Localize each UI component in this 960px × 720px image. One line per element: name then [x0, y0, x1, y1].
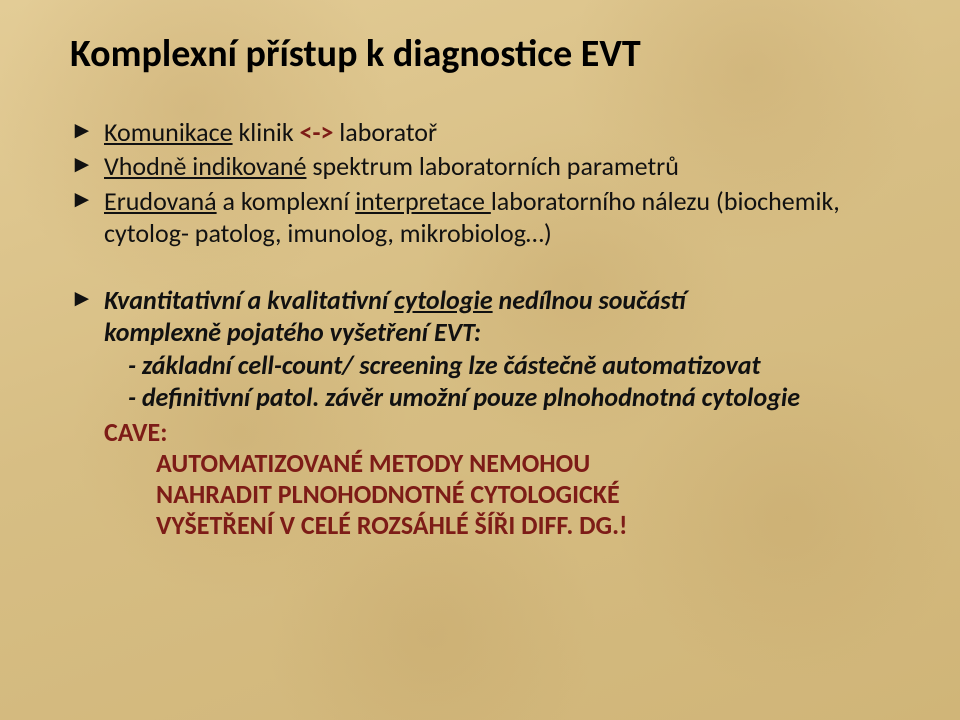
sub-item-1: - základní cell-count/ screening lze čás… [70, 349, 900, 382]
slide: Komplexní přístup k diagnostice EVT Komu… [0, 0, 960, 720]
cave-block: CAVE: AUTOMATIZOVANÉ METODY NEMOHOU NAHR… [70, 416, 900, 542]
page-title: Komplexní přístup k diagnostice EVT [70, 34, 900, 76]
sub-lead-post: nedílnou součástí [493, 284, 686, 316]
bullet-2-post: spektrum laboratorních parametrů [306, 150, 678, 182]
bullet-list-main: Komunikace klinik <-> laboratoř Vhodně i… [70, 116, 900, 250]
bullet-2-underline: Vhodně indikované [104, 150, 306, 182]
sub-section: Kvantitativní a kvalitativní cytologie n… [70, 284, 900, 542]
bullet-3-underline: Erudovaná [104, 185, 217, 217]
bullet-3: Erudovaná a komplexní interpretace labor… [70, 185, 900, 250]
bullet-3-post: a komplexní [217, 185, 356, 217]
sub-lead-underline: cytologie [394, 284, 492, 316]
bullet-1-post: laboratoř [333, 116, 437, 148]
bullet-1-underline: Komunikace [104, 116, 233, 148]
bullet-3-underline2: interpretace [355, 185, 491, 217]
sub-lead-line2: komplexně pojatého vyšetření EVT: [104, 316, 900, 349]
sub-lead: Kvantitativní a kvalitativní cytologie n… [70, 284, 900, 349]
sub-item-2: - definitivní patol. závěr umožní pouze … [70, 381, 900, 414]
cave-label: CAVE: [104, 416, 900, 448]
bullet-2: Vhodně indikované spektrum laboratorních… [70, 150, 900, 183]
sub-bullet-list: Kvantitativní a kvalitativní cytologie n… [70, 284, 900, 414]
bullet-1-mid: klinik [233, 116, 300, 148]
sub-lead-pre: Kvantitativní a kvalitativní [104, 284, 394, 316]
cave-line-1: AUTOMATIZOVANÉ METODY NEMOHOU [156, 448, 900, 479]
bullet-1-arrow: <-> [300, 116, 334, 148]
cave-line-2: NAHRADIT PLNOHODNOTNÉ CYTOLOGICKÉ [156, 479, 900, 510]
bullet-1: Komunikace klinik <-> laboratoř [70, 116, 900, 149]
cave-line-3: VYŠETŘENÍ V CELÉ ROZSÁHLÉ ŠÍŘI DIFF. DG.… [156, 510, 900, 541]
